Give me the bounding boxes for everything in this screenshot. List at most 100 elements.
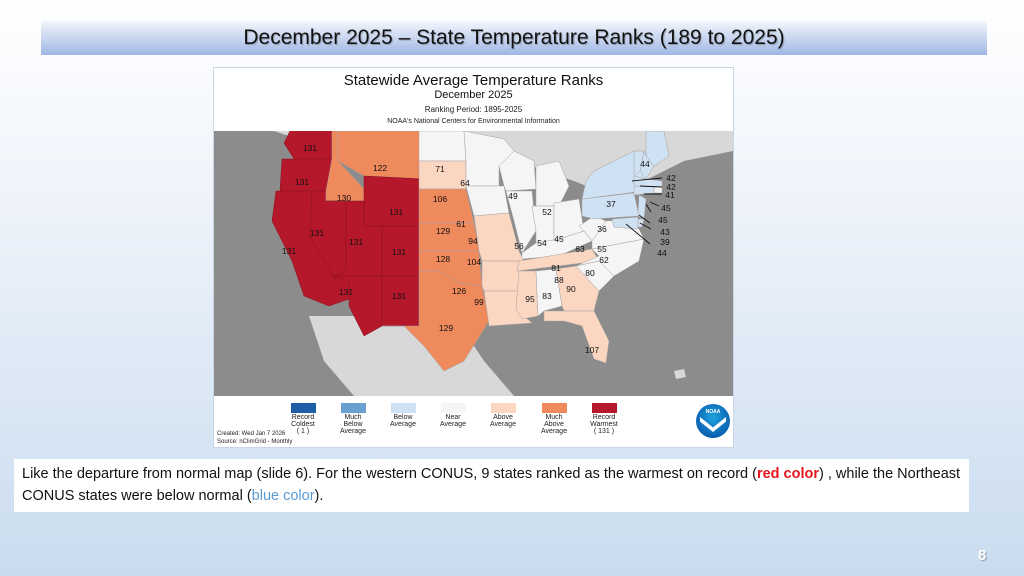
legend-swatch (390, 403, 416, 413)
state-rank-label: 131 (303, 143, 317, 153)
state-rank-label: 131 (339, 287, 353, 297)
state-nc (575, 238, 645, 277)
slide-title: December 2025 – State Temperature Ranks … (243, 26, 785, 49)
state-me (645, 131, 670, 167)
state-tx (382, 270, 490, 372)
legend-swatch (490, 403, 516, 413)
legend-label: Below Average (390, 414, 416, 428)
legend-item: Below Average (373, 403, 433, 428)
state-ri (653, 186, 663, 194)
legend-item: Above Average (473, 403, 533, 428)
legend-item: Near Average (423, 403, 483, 428)
state-rank-label: 95 (525, 294, 535, 304)
state-rank-label: 83 (542, 291, 552, 301)
data-source: Source: nClimGrid - Monthly (217, 439, 293, 445)
legend-label: Much Below Average (340, 414, 366, 435)
state-rank-label: 71 (435, 164, 445, 174)
noaa-bird-icon (700, 417, 726, 432)
state-vt (633, 150, 645, 177)
state-rank-label: 129 (436, 226, 450, 236)
state-rank-label: 44 (657, 248, 667, 258)
us-state-map: 131 131 131 131 130 122 131 131 131 131 131 71 106 12… (214, 131, 733, 396)
state-rank-label: 54 (537, 238, 547, 248)
leader-line (639, 222, 652, 230)
state-de (637, 218, 645, 228)
legend-item: Much Below Average (323, 403, 383, 435)
legend-swatch (340, 403, 366, 413)
caption-blue-text: blue color (251, 488, 315, 504)
state-mi (535, 160, 570, 207)
state-rank-label: 52 (542, 207, 552, 217)
state-rank-label: 131 (282, 246, 296, 256)
state-ms (515, 270, 539, 320)
state-rank-label: 131 (392, 247, 406, 257)
state-rank-label: 129 (439, 323, 453, 333)
page-number: 8 (978, 547, 987, 564)
state-rank-label: 131 (392, 291, 406, 301)
state-rank-label: 61 (456, 219, 466, 229)
legend-swatch (290, 403, 316, 413)
state-al (535, 268, 563, 317)
state-pa (581, 192, 640, 220)
state-rank-label: 99 (474, 297, 484, 307)
state-rank-label: 45 (554, 234, 564, 244)
bahamas-island (674, 369, 686, 379)
state-nd (418, 131, 467, 162)
state-rank-label: 107 (585, 345, 599, 355)
slide-caption: Like the departure from normal map (slid… (14, 459, 969, 512)
noaa-logo: NOAA (696, 404, 730, 438)
caption-text-1: Like the departure from normal map (slid… (22, 466, 757, 482)
created-date: Created: Wed Jan 7 2026 (217, 431, 286, 437)
organization: NOAA's National Centers for Environmenta… (387, 118, 560, 125)
state-rank-label: 42 (666, 182, 676, 192)
state-rank-label: 131 (310, 228, 324, 238)
state-rank-label: 131 (389, 207, 403, 217)
leader-lines (625, 177, 663, 245)
legend-label: Much Above Average (541, 414, 567, 435)
map-canvas: 131 131 131 131 130 122 131 131 131 131 131 71 106 12… (271, 131, 733, 396)
state-rank-label: 45 (661, 203, 671, 213)
figure-subtitle: December 2025 (434, 89, 513, 101)
state-il (505, 190, 537, 254)
legend: Created: Wed Jan 7 2026 Source: nClimGri… (214, 396, 733, 447)
state-rank-label: 41 (665, 190, 675, 200)
state-rank-label: 81 (551, 263, 561, 273)
caption-text-3: ). (314, 488, 324, 504)
legend-label: Above Average (490, 414, 516, 428)
legend-swatch (541, 403, 567, 413)
state-rank-label: 55 (597, 244, 607, 254)
state-rank-label: 130 (337, 193, 351, 203)
state-wy (363, 175, 425, 227)
leader-line (639, 185, 663, 188)
state-rank-label: 44 (640, 159, 650, 169)
noaa-logo-text: NOAA (705, 409, 721, 415)
state-rank-label: 94 (468, 236, 478, 246)
created-info: Created: Wed Jan 7 2026 Source: nClimGri… (217, 430, 292, 446)
legend-item: Record Coldest ( 1 ) (273, 403, 333, 435)
legend-item: Much Above Average (524, 403, 584, 435)
caption-text-2: ) , while the Northeast CONUS states wer… (22, 466, 961, 504)
legend-label: Near Average (440, 414, 466, 428)
state-fl (543, 310, 610, 364)
state-rank-label: 37 (606, 199, 616, 209)
states-layer (271, 131, 670, 372)
state-rank-label: 62 (599, 255, 609, 265)
state-rank-label: 64 (460, 178, 470, 188)
legend-item: Record Warmest ( 131 ) (574, 403, 634, 435)
state-rank-label: 42 (666, 173, 676, 183)
ranking-period: Ranking Period: 1895-2025 (424, 105, 523, 114)
state-rank-label: 128 (436, 254, 450, 264)
leader-line (645, 203, 652, 213)
slide-title-bar: December 2025 – State Temperature Ranks … (41, 21, 987, 55)
legend-label: Record Warmest ( 131 ) (590, 414, 618, 435)
state-rank-label: 106 (433, 194, 447, 204)
state-rank-label: 126 (452, 286, 466, 296)
legend-swatch (591, 403, 617, 413)
state-labels: 131 131 131 131 130 122 131 131 131 131 131 71 106 12… (282, 143, 676, 355)
leader-line (649, 201, 660, 207)
state-rank-label: 49 (508, 191, 518, 201)
figure-header: Statewide Average Temperature Ranks Dece… (214, 68, 733, 131)
state-md (611, 216, 639, 230)
leader-line (638, 214, 651, 224)
state-rank-label: 122 (373, 163, 387, 173)
